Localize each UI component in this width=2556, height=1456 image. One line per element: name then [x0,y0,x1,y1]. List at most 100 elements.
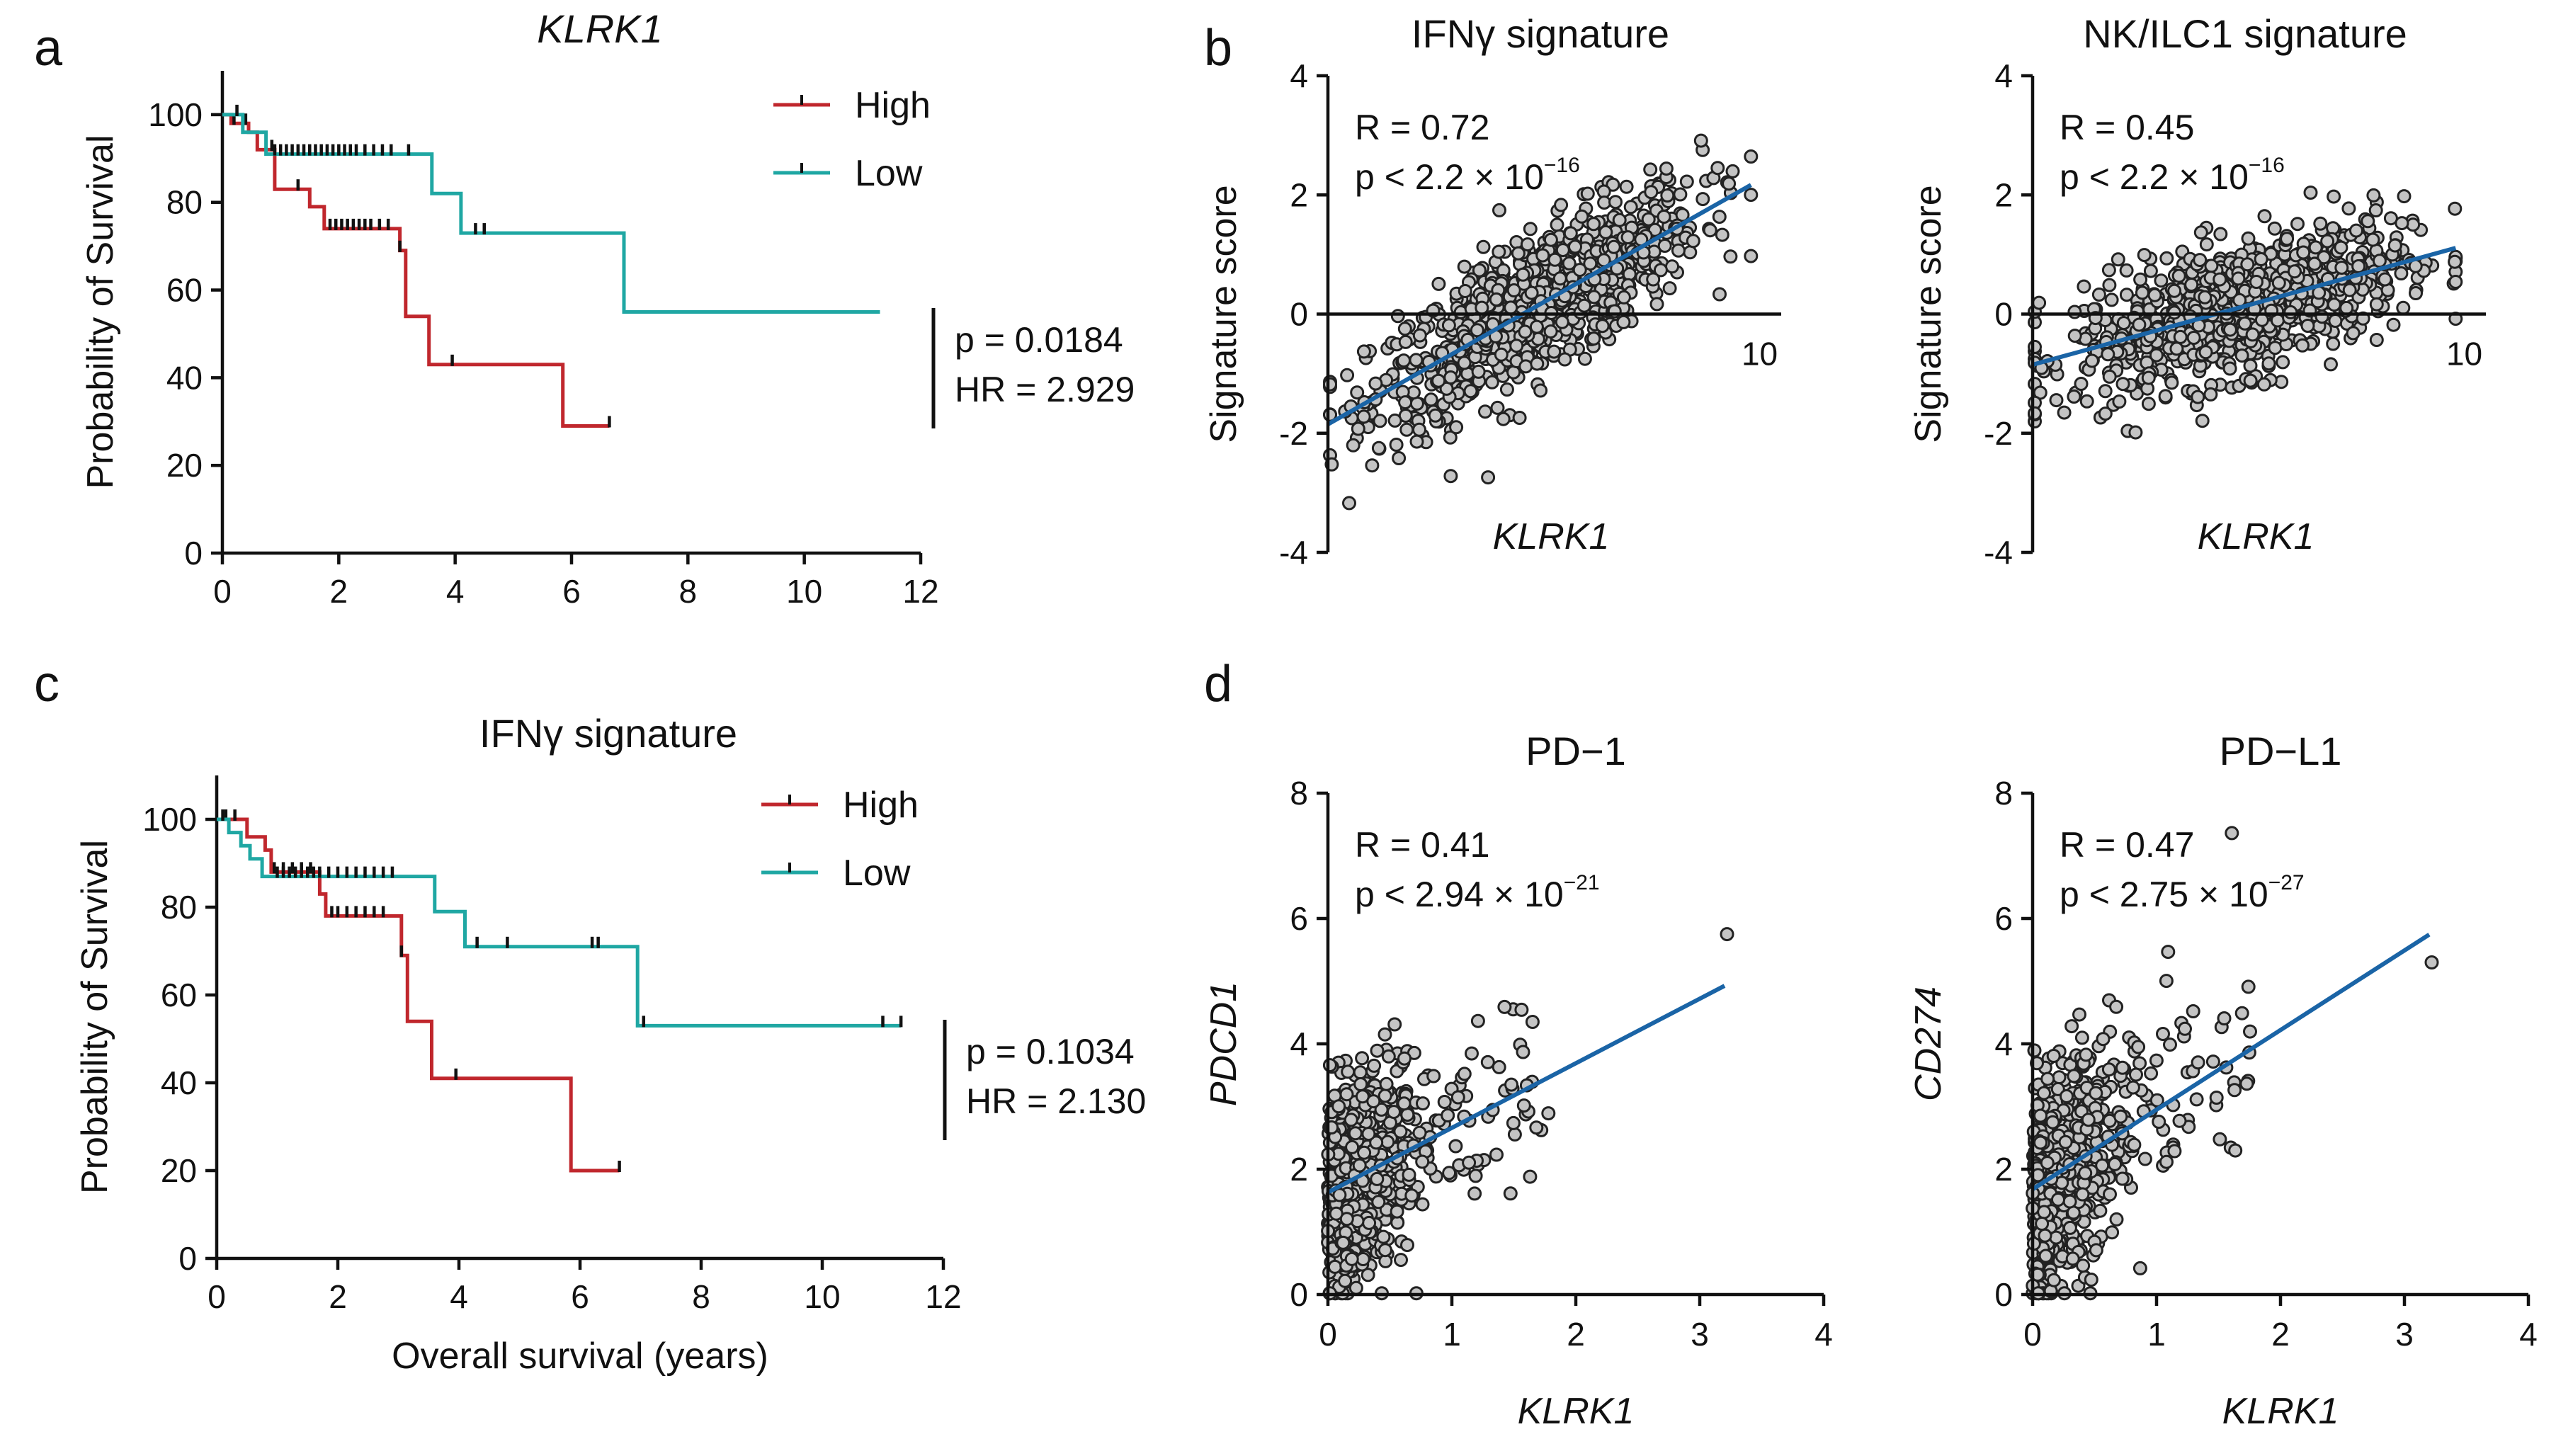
data-point [1722,176,1737,191]
data-point [1492,1059,1506,1074]
data-point [2064,1019,2079,1034]
data-point [2156,1027,2170,1041]
data-point [1378,1088,1392,1103]
data-point [2243,373,2258,388]
data-point [1506,1115,1521,1130]
data-point [1339,1212,1354,1227]
data-point [2327,189,2341,204]
data-point [2137,1151,2152,1166]
x-tick-label: 4 [2519,1316,2538,1353]
data-point [2038,1228,2052,1243]
data-point [1586,290,1601,305]
y-tick-label: -2 [1984,415,2013,452]
data-point [2241,979,2256,994]
y-tick-label: 8 [1994,775,2013,812]
data-point [1503,1186,1518,1201]
data-point [1346,438,1361,453]
hazard-ratio-label: HR = 2.929 [955,370,1135,409]
data-point [1671,243,1686,258]
data-point [2159,974,2174,989]
x-tick-label: 10 [786,573,822,610]
data-point [1412,422,1426,437]
y-tick-label: 4 [1994,57,2013,94]
data-point [2049,393,2064,408]
data-point [1409,434,1424,449]
data-point [2387,238,2402,253]
data-point [2095,1158,2110,1173]
data-point [1511,246,1526,261]
data-point [1397,322,1412,336]
data-point [2172,1113,2187,1128]
y-tick-label: 20 [166,447,203,484]
y-tick-label: 2 [1994,176,2013,213]
data-point [1686,234,1700,249]
data-point [1390,1204,1404,1219]
data-point [2115,377,2130,392]
data-point [1378,1243,1392,1258]
data-point [2271,275,2286,290]
data-point [1563,226,1578,241]
data-point [1397,1051,1412,1066]
data-point [2089,1086,2103,1100]
data-point [1387,413,1402,428]
x-tick-label: 12 [902,573,938,610]
data-point [1352,1158,1367,1173]
data-point [2213,227,2228,241]
data-point [2199,237,2214,252]
data-point [1673,187,1688,202]
data-point [1470,1013,1485,1028]
data-point [2328,314,2343,328]
x-tick-label: 1 [1443,1316,1461,1353]
data-point [2065,1251,2080,1266]
data-point [2296,245,2311,260]
chart-title: IFNγ signature [1412,11,1669,56]
x-tick-label: 12 [925,1278,961,1315]
y-axis-title: Signature score [1203,185,1244,443]
data-point [2129,1067,2143,1082]
data-point [2171,268,2186,283]
y-axis-title: CD274 [1908,986,1949,1101]
p-exponent: −16 [1544,154,1580,177]
data-point [1612,212,1627,227]
data-point [2308,240,2323,255]
data-point [2191,1055,2205,1070]
data-point [2147,288,2162,302]
data-point [2394,266,2409,280]
x-tick-label: 3 [1691,1316,1709,1353]
data-point [1443,469,1458,484]
data-point [1643,162,1658,177]
x-tick-label: 8 [679,573,698,610]
data-point [1616,290,1631,305]
x-tick-label: 2 [2271,1316,2290,1353]
legend-label-high: High [855,85,931,126]
data-point [2320,234,2335,249]
data-point [1516,1045,1530,1059]
data-point [2163,1037,2177,1052]
data-point [2424,955,2439,969]
data-point [2062,1220,2077,1235]
data-point [2159,251,2174,266]
data-point [1402,1167,1416,1182]
data-point [2033,1108,2048,1123]
data-point [2245,327,2260,342]
data-point [2239,1076,2254,1091]
data-point [1450,1090,1465,1105]
data-point [2228,1143,2243,1158]
x-tick-label: 10 [804,1278,840,1315]
data-point [1693,133,1708,148]
data-point [1378,1027,1392,1042]
data-point [2035,1217,2050,1231]
data-point [2109,999,2124,1014]
data-point [2101,1062,2116,1077]
data-point [1524,285,1539,300]
data-point [1580,186,1595,201]
data-point [1465,1046,1479,1061]
p-value-label: p < 2.75 × 10−27 [2060,871,2305,914]
data-point [1657,210,1671,224]
x-tick-label: 10 [1742,336,1778,372]
data-point [2222,361,2237,376]
data-point [2249,275,2264,289]
y-tick-label: -4 [1984,534,2013,571]
data-point [1518,324,1533,339]
r-value-label: R = 0.47 [2060,825,2194,865]
